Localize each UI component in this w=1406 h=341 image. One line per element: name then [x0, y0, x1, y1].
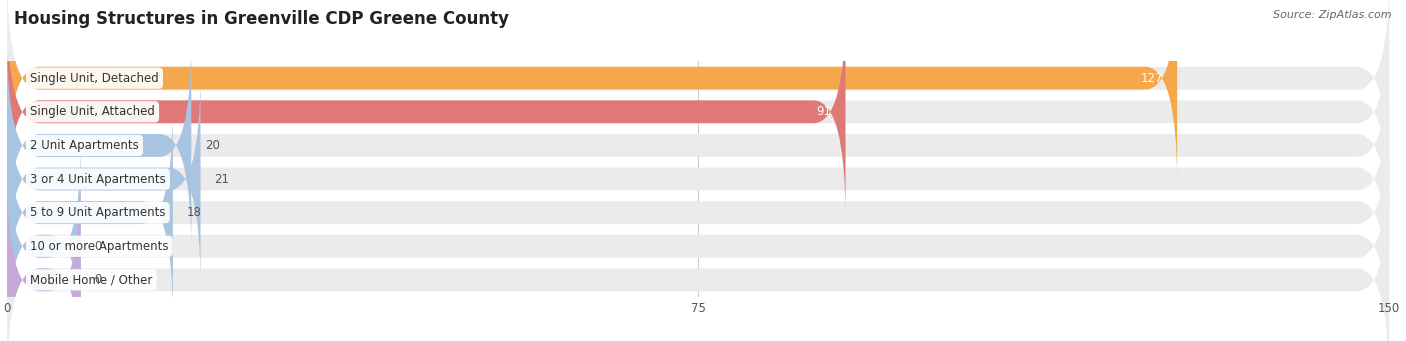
FancyBboxPatch shape: [7, 174, 1389, 341]
FancyBboxPatch shape: [7, 106, 173, 319]
FancyBboxPatch shape: [7, 5, 1389, 218]
Text: 2 Unit Apartments: 2 Unit Apartments: [30, 139, 139, 152]
Text: Single Unit, Detached: Single Unit, Detached: [30, 72, 159, 85]
FancyBboxPatch shape: [7, 39, 1389, 252]
Text: 91: 91: [817, 105, 832, 118]
Text: 5 to 9 Unit Apartments: 5 to 9 Unit Apartments: [30, 206, 166, 219]
Text: 0: 0: [94, 240, 103, 253]
FancyBboxPatch shape: [7, 73, 1389, 285]
FancyBboxPatch shape: [7, 140, 1389, 341]
Text: 3 or 4 Unit Apartments: 3 or 4 Unit Apartments: [30, 173, 166, 186]
Text: Housing Structures in Greenville CDP Greene County: Housing Structures in Greenville CDP Gre…: [14, 10, 509, 28]
Text: Source: ZipAtlas.com: Source: ZipAtlas.com: [1274, 10, 1392, 20]
Text: Single Unit, Attached: Single Unit, Attached: [30, 105, 155, 118]
Text: Mobile Home / Other: Mobile Home / Other: [30, 273, 152, 286]
FancyBboxPatch shape: [7, 73, 201, 285]
Text: 127: 127: [1140, 72, 1163, 85]
FancyBboxPatch shape: [7, 5, 845, 218]
FancyBboxPatch shape: [7, 0, 1177, 184]
FancyBboxPatch shape: [7, 140, 80, 341]
Text: 20: 20: [205, 139, 219, 152]
FancyBboxPatch shape: [7, 0, 1389, 184]
FancyBboxPatch shape: [7, 174, 80, 341]
Text: 18: 18: [187, 206, 201, 219]
Text: 21: 21: [214, 173, 229, 186]
FancyBboxPatch shape: [7, 39, 191, 252]
FancyBboxPatch shape: [7, 106, 1389, 319]
Text: 10 or more Apartments: 10 or more Apartments: [30, 240, 169, 253]
Text: 0: 0: [94, 273, 103, 286]
